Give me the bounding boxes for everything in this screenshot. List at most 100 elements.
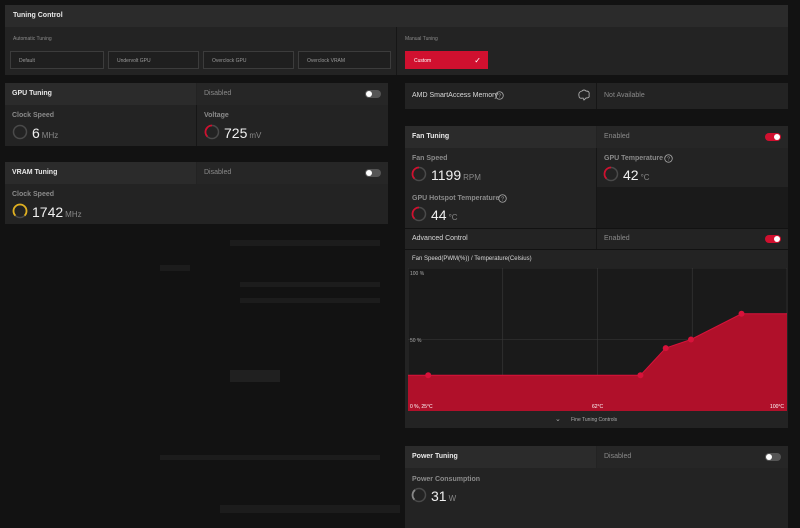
- power-tuning-status-cell: [597, 446, 788, 468]
- fan-tuning-panel: [405, 126, 788, 228]
- info-icon[interactable]: ?: [498, 194, 507, 203]
- fan-speed-label: Fan Speed: [412, 155, 448, 162]
- preset-overclock-vram-button[interactable]: Overclock VRAM: [298, 51, 391, 69]
- voltage-gauge-icon: [204, 124, 220, 140]
- fine-tuning-controls-button[interactable]: ⌄ Fine Tuning Controls: [405, 412, 788, 428]
- gpu-tuning-header: [5, 83, 196, 105]
- power-consumption-gauge-icon: [411, 487, 427, 503]
- fan-tuning-header: [405, 126, 596, 148]
- smartaccess-title: AMD SmartAccess Memory: [412, 92, 498, 99]
- fan-tuning-status-cell: [597, 126, 788, 148]
- fan-curve-chart[interactable]: 100 % 50 % 0 %, 25°C 62°C 100°C: [408, 268, 787, 411]
- fan-curve-area: [408, 313, 787, 411]
- fan-curve-point[interactable]: [687, 336, 694, 343]
- preset-overclock-gpu-button[interactable]: Overclock GPU: [203, 51, 294, 69]
- preset-default-button[interactable]: Default: [10, 51, 104, 69]
- svg-text:?: ?: [501, 197, 504, 203]
- fan-speed-gauge-icon: [411, 166, 427, 182]
- fine-tuning-label: Fine Tuning Controls: [571, 417, 618, 423]
- background-ghost: [230, 370, 280, 382]
- y-tick-50: 50 %: [410, 338, 422, 344]
- advanced-control-label: Advanced Control: [412, 235, 468, 242]
- power-tuning-panel: [405, 446, 788, 528]
- fan-curve-markers[interactable]: [425, 310, 745, 379]
- power-consumption-value: 31 W: [431, 488, 457, 504]
- info-icon[interactable]: ?: [664, 154, 673, 163]
- gpu-hotspot-value: 44 °C: [431, 207, 458, 223]
- fan-tuning-title: Fan Tuning: [412, 133, 450, 140]
- gpu-temperature-value: 42 °C: [623, 167, 650, 183]
- power-consumption-label: Power Consumption: [412, 476, 481, 483]
- vram-tuning-header: [5, 162, 196, 184]
- smartaccess-brain-icon: [578, 89, 590, 101]
- divider: [596, 148, 597, 228]
- vram-clock-label: Clock Speed: [12, 191, 55, 198]
- svg-text:?: ?: [498, 94, 501, 100]
- divider: [396, 27, 397, 75]
- svg-text:?: ?: [667, 157, 670, 163]
- x-label-min: 0 %, 25°C: [410, 404, 433, 410]
- background-ghost: [160, 455, 380, 460]
- vram-tuning-toggle[interactable]: [365, 169, 381, 177]
- background-ghost: [220, 505, 400, 513]
- vram-tuning-status-cell: [197, 162, 388, 184]
- empty-cell: [597, 187, 788, 228]
- preset-undervolt-gpu-button[interactable]: Undervolt GPU: [108, 51, 199, 69]
- fan-tuning-toggle[interactable]: [765, 133, 781, 141]
- vram-clock-value: 1742 MHz: [32, 204, 82, 220]
- x-label-max: 100°C: [770, 404, 784, 410]
- vram-tuning-title: VRAM Tuning: [12, 169, 58, 176]
- gpu-temperature-label: GPU Temperature: [604, 155, 663, 162]
- background-ghost: [240, 298, 380, 303]
- advanced-control-state: Enabled: [604, 235, 630, 242]
- voltage-value: 725 mV: [224, 125, 262, 141]
- custom-preset-button[interactable]: Custom ✓: [405, 51, 488, 69]
- gpu-tuning-panel: [5, 83, 388, 146]
- fan-tuning-state: Enabled: [604, 133, 630, 140]
- gpu-hotspot-gauge-icon: [411, 206, 427, 222]
- divider: [596, 83, 597, 109]
- smartaccess-status: Not Available: [604, 92, 645, 99]
- fan-speed-value: 1199 RPM: [431, 167, 481, 183]
- smartaccess-panel: [405, 83, 788, 109]
- divider: [196, 105, 197, 146]
- vram-tuning-panel: [5, 162, 388, 224]
- tuning-control-title: Tuning Control: [13, 12, 63, 19]
- vram-clock-gauge-icon: [12, 203, 28, 219]
- fan-curve-point[interactable]: [637, 372, 644, 379]
- chevron-down-icon: ⌄: [555, 416, 561, 423]
- power-tuning-state: Disabled: [604, 453, 632, 460]
- power-tuning-title: Power Tuning: [412, 453, 458, 460]
- checkmark-icon: ✓: [474, 56, 481, 65]
- gpu-tuning-toggle[interactable]: [365, 90, 381, 98]
- automatic-tuning-label: Automatic Tuning: [13, 36, 52, 42]
- gpu-temperature-gauge-icon: [603, 166, 619, 182]
- advanced-control-row: [405, 229, 788, 249]
- chart-title: Fan Speed(PWM(%)) / Temperature(Celsius): [412, 256, 532, 262]
- info-icon[interactable]: ?: [495, 91, 504, 100]
- fan-curve-point[interactable]: [738, 310, 745, 317]
- gpu-clock-gauge-icon: [12, 124, 28, 140]
- gpu-clock-label: Clock Speed: [12, 112, 55, 119]
- tuning-control-header: [5, 5, 788, 27]
- vram-tuning-state: Disabled: [204, 169, 232, 176]
- background-ghost: [240, 282, 380, 287]
- background-ghost: [230, 240, 380, 246]
- x-label-mid: 62°C: [592, 404, 604, 410]
- manual-tuning-label: Manual Tuning: [405, 36, 438, 42]
- gpu-tuning-state: Disabled: [204, 90, 232, 97]
- advanced-control-toggle[interactable]: [765, 235, 781, 243]
- power-tuning-header: [405, 446, 596, 468]
- y-tick-100: 100 %: [410, 271, 425, 277]
- divider: [596, 229, 597, 249]
- gpu-tuning-status-cell: [197, 83, 388, 105]
- voltage-label: Voltage: [204, 112, 229, 119]
- power-tuning-toggle[interactable]: [765, 453, 781, 461]
- gpu-clock-value: 6 MHz: [32, 125, 59, 141]
- fan-curve-point[interactable]: [662, 345, 669, 352]
- fan-curve-point[interactable]: [425, 372, 432, 379]
- gpu-tuning-title: GPU Tuning: [12, 90, 52, 97]
- gpu-hotspot-label: GPU Hotspot Temperature: [412, 195, 500, 202]
- custom-label: Custom: [414, 58, 432, 64]
- background-ghost: [160, 265, 190, 271]
